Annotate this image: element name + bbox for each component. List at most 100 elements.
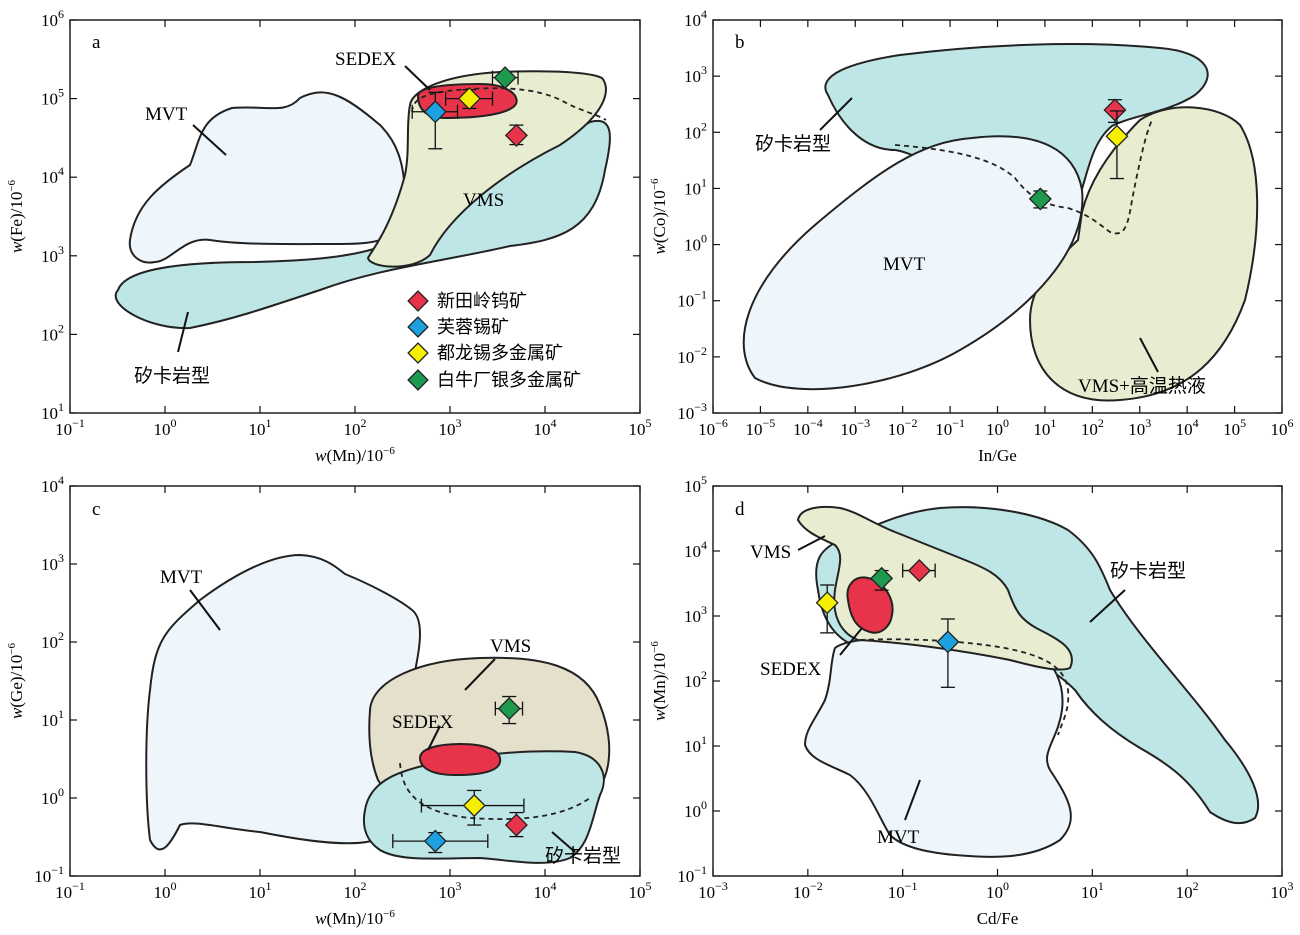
x-tick-label: 105 [629, 879, 652, 902]
x-tick-label: 100 [986, 879, 1009, 902]
data-point-新田岭钨矿 [1103, 98, 1127, 124]
x-tick-label: 101 [1081, 879, 1104, 902]
legend-marker-dulong [407, 342, 429, 364]
panel-a-letter: a [92, 32, 101, 53]
data-point-新田岭钨矿 [504, 811, 528, 838]
label-vmsht-b: VMS+高温热液 [1078, 375, 1206, 397]
data-marker [462, 794, 486, 818]
data-marker [870, 566, 894, 590]
x-tick-label: 101 [249, 416, 272, 439]
data-marker [493, 66, 517, 90]
data-point-白牛厂银多金属矿 [870, 566, 894, 591]
y-tick-label: 104 [684, 538, 707, 561]
label-sedex-d: SEDEX [760, 659, 822, 680]
label-skarn-b: 矽卡岩型 [755, 133, 831, 155]
region-mvt-a [128, 91, 407, 264]
data-point-芙蓉锡矿 [936, 618, 960, 688]
y-tick-label: 101 [684, 175, 707, 198]
panel-b-leaders [819, 97, 1159, 373]
y-tick-label: 105 [41, 86, 64, 109]
panel-b-x-axis-title: In/Ge [978, 446, 1017, 465]
data-marker [504, 123, 528, 147]
panel-d-leaders [797, 535, 1126, 821]
x-tick-label: 10−6 [698, 416, 728, 439]
x-tick-label: 10−3 [840, 416, 870, 439]
data-point-芙蓉锡矿 [411, 91, 459, 150]
data-marker [497, 697, 521, 721]
x-tick-label: 104 [1176, 416, 1199, 439]
region-labels: MVT 矽卡岩型 VMS SEDEX 矽卡岩型 MVT VMS+高温热液 MVT… [134, 49, 1206, 867]
y-tick-label: 105 [684, 473, 707, 496]
panel-c-leaders [189, 589, 576, 853]
label-vms-d: VMS [750, 542, 791, 563]
region-sedex-c [418, 742, 502, 777]
leader-mvt-c [189, 589, 221, 631]
y-tick-label: 10−3 [677, 400, 707, 423]
data-point-白牛厂银多金属矿 [494, 695, 524, 725]
y-tick-label: 100 [684, 232, 707, 255]
data-point-都龙锡多金属矿 [815, 584, 839, 634]
y-tick-label: 103 [41, 551, 64, 574]
legend-marker-furong [407, 316, 429, 338]
leader-sedex-a [404, 65, 431, 91]
leader-skarn-d [1089, 589, 1126, 623]
region-boundary-dashed-b [894, 119, 1153, 235]
leader-vms-c [464, 658, 496, 691]
data-marker [504, 813, 528, 837]
y-tick-label: 101 [684, 733, 707, 756]
y-tick-label: 104 [684, 7, 707, 30]
label-sedex-c: SEDEX [392, 712, 454, 733]
y-tick-label: 106 [41, 7, 64, 30]
x-tick-label: 10−2 [888, 416, 918, 439]
y-tick-label: 103 [684, 63, 707, 86]
data-point-都龙锡多金属矿 [1105, 110, 1129, 180]
region-vms-b [1028, 106, 1259, 402]
legend-label-dulong: 都龙锡多金属矿 [437, 343, 563, 363]
data-point-芙蓉锡矿 [392, 829, 489, 854]
data-marker [936, 630, 960, 654]
y-tick-label: 102 [41, 321, 64, 344]
data-marker [423, 829, 447, 853]
y-tick-label: 101 [41, 400, 64, 423]
y-tick-label: 100 [41, 785, 64, 808]
data-point-都龙锡多金属矿 [420, 789, 525, 826]
x-tick-label: 101 [1033, 416, 1056, 439]
label-vms-a: VMS [463, 190, 504, 211]
data-marker [457, 87, 481, 111]
x-tick-label: 106 [1271, 416, 1294, 439]
panel-d [796, 505, 1260, 858]
y-tick-label: 10−2 [677, 344, 707, 367]
data-point-白牛厂银多金属矿 [491, 66, 519, 90]
panel-c [145, 553, 611, 864]
region-boundary-dashed-d [859, 638, 1070, 736]
x-tick-label: 10−5 [746, 416, 776, 439]
label-skarn-c: 矽卡岩型 [545, 845, 621, 867]
x-tick-label: 104 [534, 416, 557, 439]
legend-label-bainiuchang: 白牛厂银多金属矿 [437, 370, 581, 390]
data-marker [907, 559, 931, 583]
panel-c-regions [145, 553, 611, 864]
panel-c-x-axis-title: w(Mn)/10−6 [315, 908, 395, 928]
legend-label-xintianling: 新田岭钨矿 [437, 291, 527, 311]
y-tick-label: 102 [41, 629, 64, 652]
label-mvt-c: MVT [160, 567, 203, 588]
x-tick-label: 100 [986, 416, 1009, 439]
leader-skarn-b [819, 97, 853, 131]
panel-c-letter: c [92, 499, 100, 520]
y-tick-label: 10−1 [677, 863, 707, 886]
panel-c-axes: 10−1 100 101 102 103 104 105 10−1 100 101 102 103 10… [6, 473, 652, 928]
x-tick-label: 104 [534, 879, 557, 902]
y-tick-label: 101 [41, 707, 64, 730]
label-sedex-a: SEDEX [335, 49, 397, 70]
chart-layer: 10−1 100 101 102 103 104 105 101 102 103 104 105 106… [6, 7, 1294, 928]
panel-a-axes: 10−1 100 101 102 103 104 105 101 102 103 104 105 106… [6, 7, 652, 465]
x-tick-label: 102 [1081, 416, 1104, 439]
data-point-白牛厂银多金属矿 [1028, 187, 1052, 211]
region-mvt-b [742, 135, 1084, 391]
panel-a-regions [114, 70, 611, 330]
x-tick-label: 105 [1223, 416, 1246, 439]
panel-a-x-axis-title: w(Mn)/10−6 [315, 445, 395, 465]
x-tick-label: 103 [439, 416, 462, 439]
leader-skarn-a [177, 311, 189, 353]
y-tick-label: 103 [684, 603, 707, 626]
